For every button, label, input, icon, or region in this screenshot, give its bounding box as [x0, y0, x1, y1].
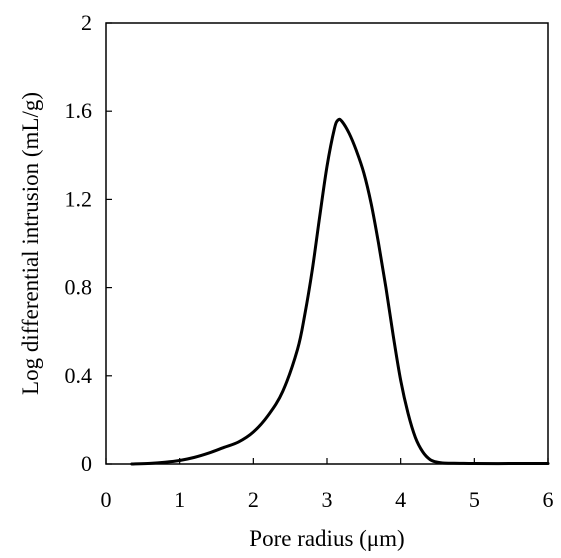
y-tick-label: 0	[81, 451, 92, 476]
y-tick-label: 1.2	[65, 186, 93, 211]
x-axis-label: Pore radius (μm)	[249, 526, 404, 551]
x-tick-label: 3	[322, 487, 333, 512]
x-tick-label: 6	[543, 487, 554, 512]
plot-frame	[105, 22, 549, 465]
y-tick-label: 2	[81, 10, 92, 35]
x-tick-label: 0	[101, 487, 112, 512]
x-tick-label: 4	[395, 487, 406, 512]
x-tick-label: 1	[174, 487, 185, 512]
y-axis-ticks: 0 0.4 0.8 1.2 1.6 2	[65, 10, 112, 476]
y-axis-label: Log differential intrusion (mL/g)	[18, 92, 43, 395]
y-tick-label: 0.8	[65, 275, 93, 300]
x-axis-ticks: 0 1 2 3 4 5 6	[101, 458, 554, 512]
y-tick-label: 0.4	[65, 363, 93, 388]
intrusion-curve	[130, 117, 550, 466]
y-tick-label: 1.6	[65, 98, 93, 123]
x-tick-label: 2	[248, 487, 259, 512]
x-tick-label: 5	[469, 487, 480, 512]
